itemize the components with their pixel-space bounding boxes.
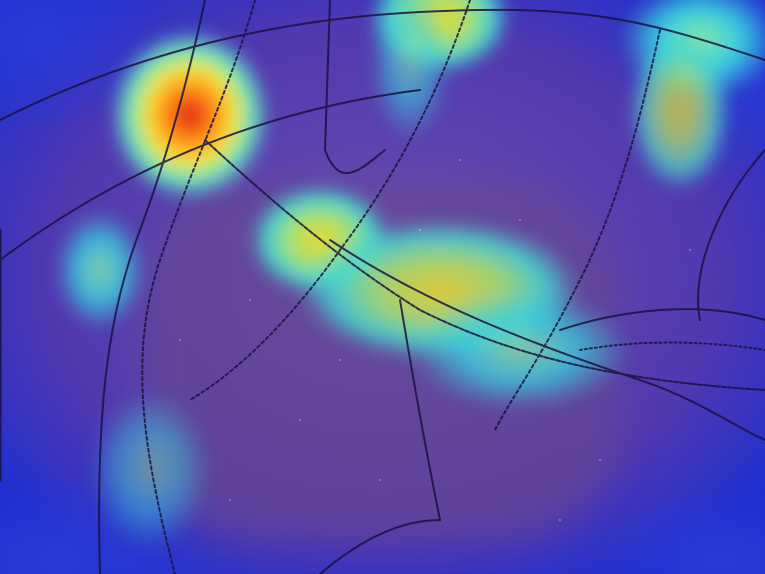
activation-hotspots bbox=[55, 0, 765, 550]
speckles bbox=[179, 159, 691, 521]
